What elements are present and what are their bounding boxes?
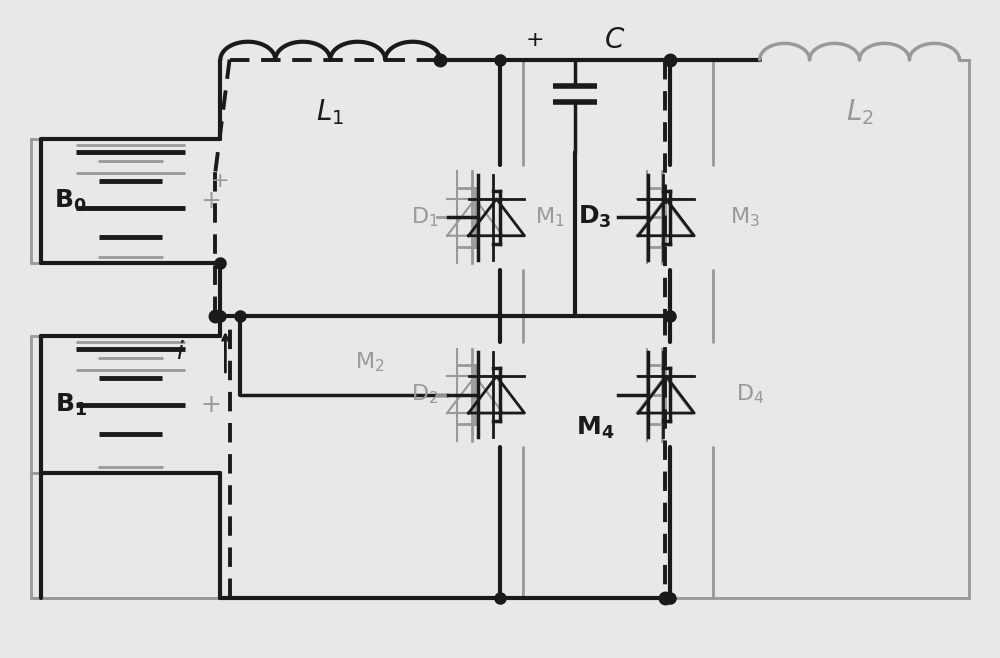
Text: $\mathbf{D_3}$: $\mathbf{D_3}$ — [578, 204, 612, 230]
Text: +: + — [200, 393, 221, 417]
Text: $\mathrm{D_4}$: $\mathrm{D_4}$ — [736, 383, 764, 407]
Text: $\mathit{L}_\mathit{2}$: $\mathit{L}_\mathit{2}$ — [846, 97, 873, 127]
Text: $\mathbf{M_4}$: $\mathbf{M_4}$ — [576, 415, 614, 441]
Text: $\mathit{i}$: $\mathit{i}$ — [176, 340, 185, 364]
Text: +: + — [211, 171, 230, 191]
Text: $\mathbf{B_1}$: $\mathbf{B_1}$ — [55, 392, 87, 418]
Text: $\mathrm{M_3}$: $\mathrm{M_3}$ — [730, 205, 760, 229]
Text: $\mathrm{M_2}$: $\mathrm{M_2}$ — [355, 350, 385, 374]
Text: +: + — [200, 189, 221, 213]
Text: +: + — [526, 30, 544, 50]
Text: $\mathrm{D_1}$: $\mathrm{D_1}$ — [411, 205, 439, 229]
Text: $\mathrm{M_1}$: $\mathrm{M_1}$ — [535, 205, 565, 229]
Text: $\mathit{L}_\mathit{1}$: $\mathit{L}_\mathit{1}$ — [316, 97, 344, 127]
Text: $\mathbf{B_0}$: $\mathbf{B_0}$ — [54, 188, 87, 214]
Text: $\mathit{C}$: $\mathit{C}$ — [604, 26, 625, 54]
Text: $\mathrm{D_2}$: $\mathrm{D_2}$ — [411, 383, 439, 407]
